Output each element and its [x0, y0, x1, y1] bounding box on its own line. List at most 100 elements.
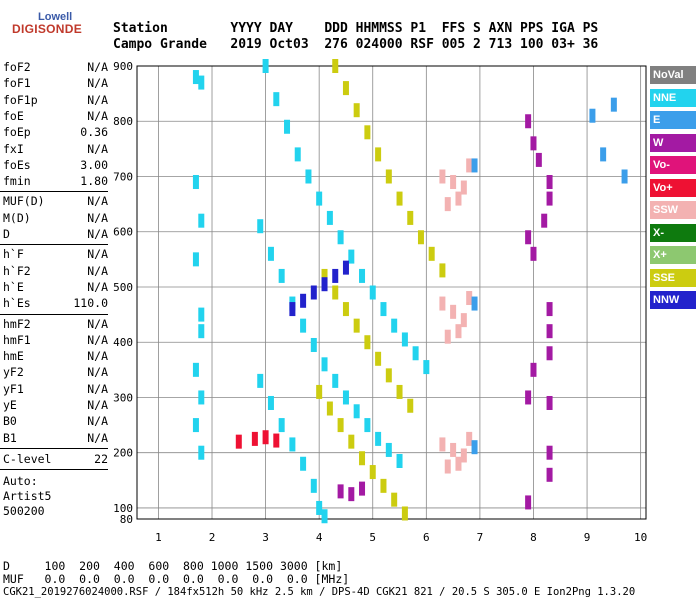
param-value: N/A	[87, 263, 108, 278]
x-tick-label: 4	[316, 531, 323, 544]
data-point-w	[530, 246, 537, 261]
data-point-e	[471, 296, 478, 311]
param-value: 110.0	[73, 296, 108, 311]
data-point-sse	[342, 81, 349, 96]
param-value: 3.00	[80, 157, 108, 172]
plot-frame	[136, 65, 647, 520]
data-point-sse	[326, 401, 333, 416]
data-point-sse	[332, 285, 339, 300]
param-value: N/A	[87, 381, 108, 396]
footer-muf-row: MUF 0.0 0.0 0.0 0.0 0.0 0.0 0.0 0.0 [MHz…	[3, 572, 350, 586]
data-point-nnw	[332, 268, 339, 283]
data-point-nne	[278, 418, 285, 433]
param-name: hmF1	[3, 332, 31, 347]
legend-item-w: W	[650, 133, 696, 152]
y-tick-label: 500	[113, 281, 133, 294]
param-name: foF1p	[3, 92, 38, 107]
data-point-ssw	[466, 291, 473, 306]
data-point-w	[546, 445, 553, 460]
data-point-nne	[321, 357, 328, 372]
param-name: h`Es	[3, 296, 31, 311]
data-point-nnw	[342, 260, 349, 275]
data-point-sse	[380, 478, 387, 493]
legend-item-ssw: SSW	[650, 201, 696, 219]
param-name: D	[3, 227, 10, 241]
data-point-nne	[267, 395, 274, 410]
data-point-sse	[407, 210, 414, 225]
footer-distance-row: D 100 200 400 600 800 1000 1500 3000 [km…	[3, 559, 343, 573]
param-name: h`F2	[3, 263, 31, 278]
data-point-w	[546, 395, 553, 410]
data-point-sse	[316, 384, 323, 399]
param-value: N/A	[87, 365, 108, 380]
data-point-nne	[342, 390, 349, 405]
data-point-nne	[316, 191, 323, 206]
data-point-nne	[369, 285, 376, 300]
data-point-nne	[198, 75, 205, 90]
data-point-ssw	[466, 158, 473, 173]
x-tick-label: 1	[155, 531, 162, 544]
auto-scaling-line: Auto:	[3, 474, 38, 489]
param-value: N/A	[87, 332, 108, 347]
data-point-w	[546, 191, 553, 206]
data-point-nne	[316, 500, 323, 515]
data-point-sse	[439, 263, 446, 278]
data-point-nne	[375, 431, 382, 446]
data-point-sse	[353, 318, 360, 333]
param-name: foF1	[3, 76, 31, 91]
data-point-w	[546, 324, 553, 339]
data-point-sse	[396, 384, 403, 399]
data-point-sse	[385, 169, 392, 184]
y-tick-label: 300	[113, 391, 133, 404]
y-tick-label: 80	[120, 513, 133, 526]
data-point-w	[530, 362, 537, 377]
data-point-vo-	[273, 433, 280, 448]
param-separator	[0, 469, 108, 471]
data-point-nne	[192, 70, 199, 85]
param-separator	[0, 244, 108, 246]
data-point-sse	[332, 59, 339, 73]
data-point-e	[600, 147, 607, 162]
data-point-w	[546, 175, 553, 190]
data-point-nne	[198, 390, 205, 405]
data-point-sse	[337, 418, 344, 433]
data-point-w	[525, 495, 532, 510]
data-point-nne	[192, 418, 199, 433]
data-point-w	[535, 152, 542, 167]
x-tick-label: 8	[530, 531, 537, 544]
x-tick-label: 5	[369, 531, 376, 544]
logo-lowell: Lowell	[38, 11, 73, 23]
data-point-w	[546, 302, 553, 317]
data-point-e	[471, 158, 478, 173]
data-point-ssw	[450, 442, 457, 457]
data-point-vo-	[262, 430, 269, 445]
data-point-nne	[321, 509, 328, 524]
param-name: M(D)	[3, 210, 31, 225]
param-name: yF1	[3, 381, 24, 396]
param-name: yF2	[3, 365, 24, 380]
param-name: B1	[3, 430, 17, 445]
data-point-ssw	[439, 296, 446, 311]
data-point-nne	[300, 456, 307, 471]
data-point-sse	[369, 465, 376, 480]
param-name: hmE	[3, 349, 24, 364]
data-point-ssw	[444, 329, 451, 344]
data-point-nne	[364, 418, 371, 433]
data-point-sse	[342, 302, 349, 317]
data-point-nnw	[289, 302, 296, 317]
data-point-nne	[310, 478, 317, 493]
param-separator	[0, 447, 108, 449]
data-point-nne	[198, 213, 205, 228]
data-point-nne	[273, 92, 280, 107]
param-separator	[0, 191, 108, 193]
data-point-w	[541, 213, 548, 228]
data-point-nne	[412, 346, 419, 361]
header-labels: Station YYYY DAY DDD HHMMSS P1 FFS S AXN…	[113, 21, 599, 36]
data-point-sse	[375, 147, 382, 162]
param-value: N/A	[87, 210, 108, 225]
legend-item-vo-: Vo+	[650, 178, 696, 197]
data-point-sse	[396, 191, 403, 206]
param-name: foEs	[3, 157, 31, 172]
